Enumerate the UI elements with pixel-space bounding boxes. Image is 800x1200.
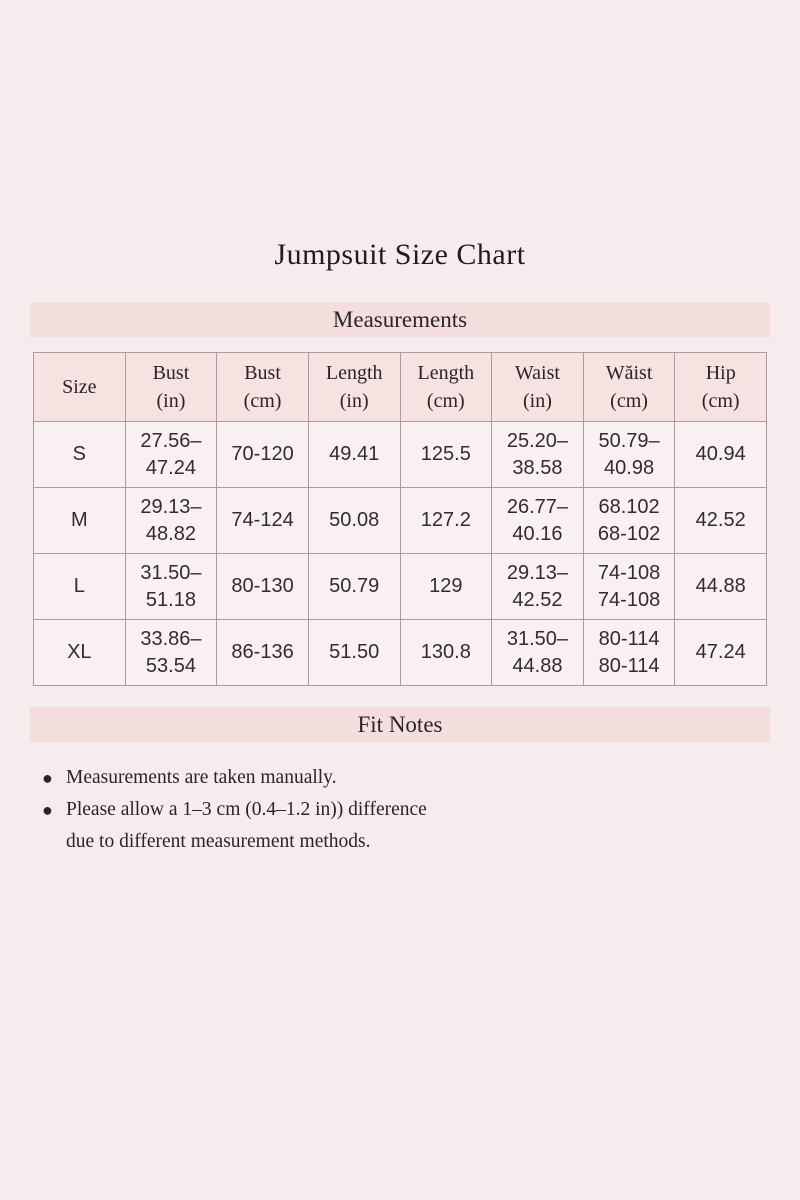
bullet-icon: ● — [42, 800, 53, 820]
cell-hip-cm: 47.24 — [674, 619, 767, 686]
cell-length-cm: 130.8 — [399, 619, 493, 686]
table-row-xl: XL 33.86– 53.54 86-136 51.50 130.8 31.50… — [33, 619, 767, 686]
column-header-bust-in: Bust (in) — [124, 352, 218, 422]
size-chart-table: Size Bust (in) Bust (cm) Length (in) Len… — [33, 352, 767, 686]
cell-size: S — [33, 421, 126, 488]
column-header-size: Size — [33, 352, 126, 422]
cell-length-in: 50.08 — [307, 487, 401, 554]
measurements-section-header: Measurements — [30, 302, 770, 337]
table-row-l: L 31.50– 51.18 80-130 50.79 129 29.13– 4… — [33, 553, 767, 620]
cell-hip-cm: 40.94 — [674, 421, 767, 488]
cell-length-cm: 129 — [399, 553, 493, 620]
cell-hip-cm: 44.88 — [674, 553, 767, 620]
column-header-length-cm: Length (cm) — [399, 352, 493, 422]
cell-length-in: 49.41 — [307, 421, 401, 488]
page-title: Jumpsuit Size Chart — [274, 238, 526, 271]
column-header-waist-in: Waist (in) — [491, 352, 584, 422]
cell-waist-cm: 80-114 80-114 — [582, 619, 676, 686]
cell-bust-cm: 74-124 — [216, 487, 309, 554]
fit-notes-list: ● Measurements are taken manually. ● Ple… — [42, 762, 752, 858]
cell-length-in: 51.50 — [307, 619, 401, 686]
cell-bust-cm: 70-120 — [216, 421, 309, 488]
cell-bust-in: 27.56– 47.24 — [124, 421, 218, 488]
table-row-s: S 27.56– 47.24 70-120 49.41 125.5 25.20–… — [33, 421, 767, 488]
cell-bust-in: 33.86– 53.54 — [124, 619, 218, 686]
column-header-waist-cm: Wăist (cm) — [582, 352, 676, 422]
table-row-m: M 29.13– 48.82 74-124 50.08 127.2 26.77–… — [33, 487, 767, 554]
cell-bust-cm: 80-130 — [216, 553, 309, 620]
cell-bust-in: 29.13– 48.82 — [124, 487, 218, 554]
column-header-length-in: Length (in) — [307, 352, 401, 422]
cell-size: XL — [33, 619, 126, 686]
fit-notes-section-header: Fit Notes — [30, 707, 770, 742]
cell-bust-in: 31.50– 51.18 — [124, 553, 218, 620]
column-header-bust-cm: Bust (cm) — [216, 352, 309, 422]
list-item: ● Please allow a 1–3 cm (0.4–1.2 in)) di… — [42, 794, 752, 858]
fit-notes-section-title: Fit Notes — [357, 712, 443, 737]
list-item: ● Measurements are taken manually. — [42, 762, 752, 794]
cell-size: M — [33, 487, 126, 554]
note-text: Measurements are taken manually. — [66, 767, 337, 788]
cell-waist-in: 26.77– 40.16 — [491, 487, 584, 554]
cell-waist-cm: 74-108 74-108 — [582, 553, 676, 620]
cell-waist-cm: 50.79– 40.98 — [582, 421, 676, 488]
cell-length-cm: 125.5 — [399, 421, 493, 488]
note-text: Please allow a 1–3 cm (0.4–1.2 in)) diff… — [66, 799, 427, 852]
cell-waist-cm: 68.102 68-102 — [582, 487, 676, 554]
bullet-icon: ● — [42, 768, 53, 788]
cell-length-cm: 127.2 — [399, 487, 493, 554]
cell-waist-in: 31.50– 44.88 — [491, 619, 584, 686]
cell-waist-in: 29.13– 42.52 — [491, 553, 584, 620]
cell-hip-cm: 42.52 — [674, 487, 767, 554]
column-header-hip-cm: Hip (cm) — [674, 352, 767, 422]
cell-bust-cm: 86-136 — [216, 619, 309, 686]
cell-size: L — [33, 553, 126, 620]
cell-length-in: 50.79 — [307, 553, 401, 620]
cell-waist-in: 25.20– 38.58 — [491, 421, 584, 488]
table-header-row: Size Bust (in) Bust (cm) Length (in) Len… — [33, 352, 767, 422]
measurements-section-title: Measurements — [332, 307, 468, 332]
